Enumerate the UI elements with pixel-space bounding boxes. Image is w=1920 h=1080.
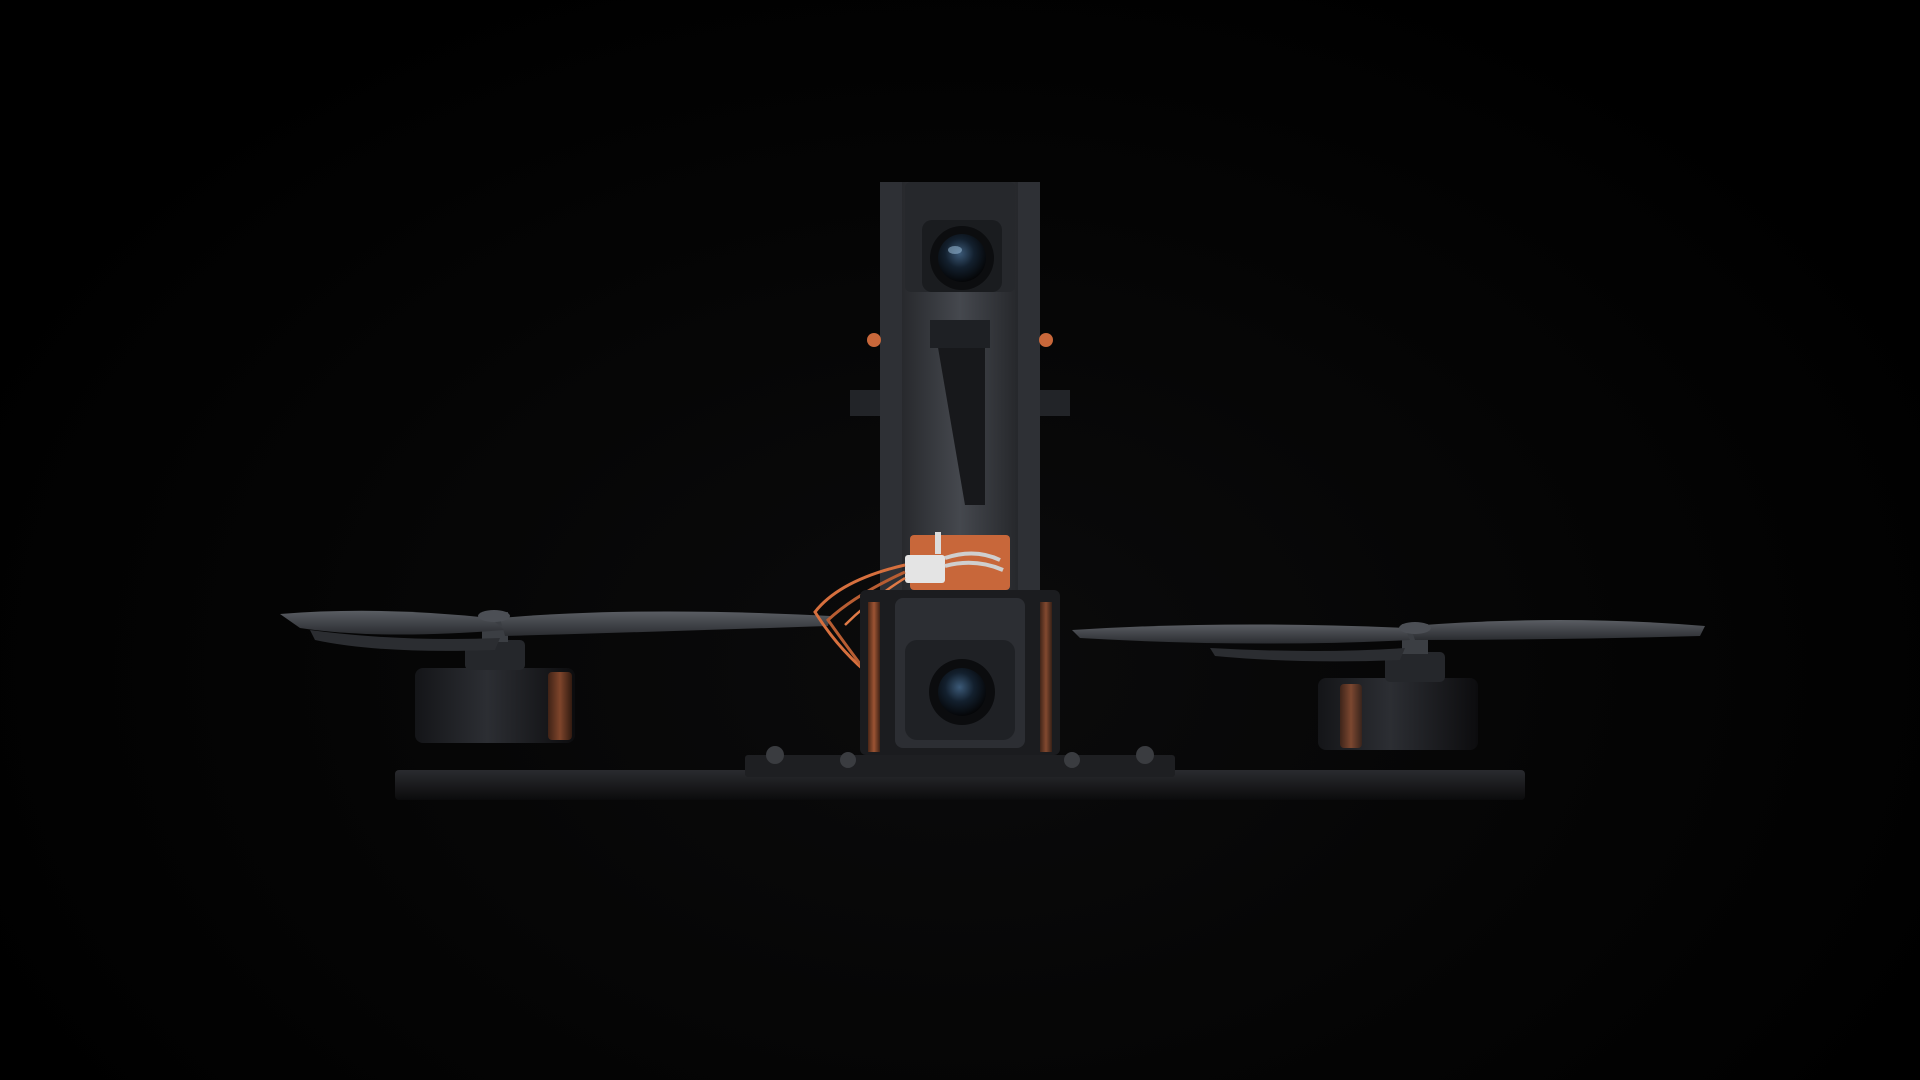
carbon-frame bbox=[395, 746, 1525, 800]
left-propeller bbox=[280, 610, 830, 651]
top-camera bbox=[905, 182, 1015, 292]
right-motor bbox=[1318, 624, 1478, 750]
right-propeller bbox=[1072, 620, 1705, 662]
front-camera bbox=[860, 590, 1060, 755]
